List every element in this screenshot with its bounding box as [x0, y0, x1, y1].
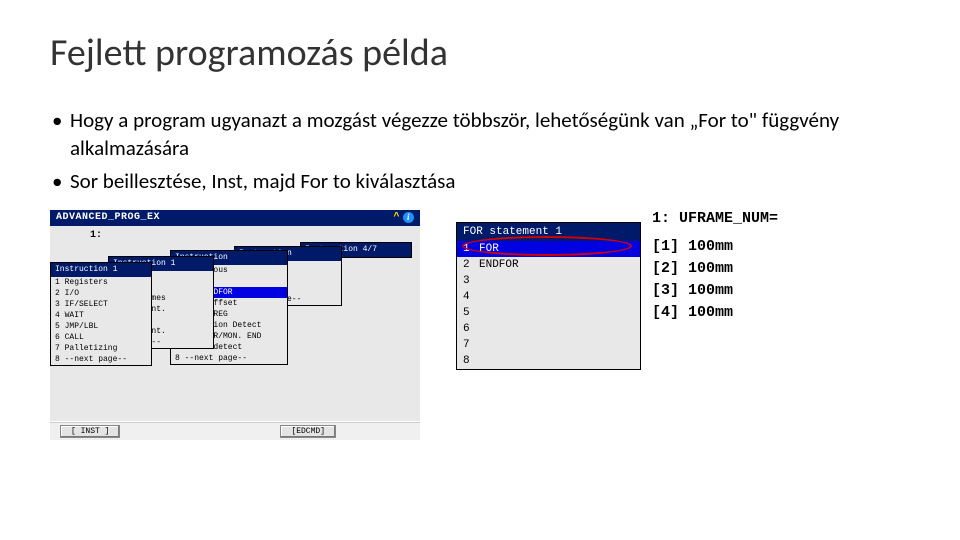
- menu-item[interactable]: 7 Palletizing: [51, 343, 151, 354]
- parameter-list: [1] 100mm [2] 100mm [3] 100mm [4] 100mm: [652, 236, 733, 324]
- edcmd-button[interactable]: [EDCMD]: [280, 425, 336, 438]
- bullet-item: Hogy a program ugyanazt a mozgást végezz…: [50, 106, 910, 163]
- for-row[interactable]: 6: [457, 321, 640, 337]
- menu-item[interactable]: 2 I/O: [51, 288, 151, 299]
- screenshot-left: ADVANCED_PROG_EX ^ i 1: Instruction 4/7: [50, 210, 420, 440]
- for-panel-header: FOR statement 1: [457, 223, 640, 241]
- for-row[interactable]: 7: [457, 337, 640, 353]
- menu-1[interactable]: Instruction 1 1 Registers 2 I/O 3 IF/SEL…: [50, 262, 152, 366]
- code-line: 1: UFRAME_NUM=: [652, 210, 778, 227]
- menu-item[interactable]: 8 --next page--: [51, 354, 151, 365]
- list-item: [3] 100mm: [652, 280, 733, 302]
- list-item: [2] 100mm: [652, 258, 733, 280]
- list-item: [1] 100mm: [652, 236, 733, 258]
- window-title: ADVANCED_PROG_EX: [56, 212, 160, 223]
- menu-header: Instruction 1: [51, 263, 151, 277]
- for-statement-panel[interactable]: FOR statement 1 1FOR 2ENDFOR 3 4 5 6 7 8: [456, 222, 641, 370]
- for-row[interactable]: 8: [457, 353, 640, 369]
- for-row-for[interactable]: 1FOR: [457, 241, 640, 257]
- menu-item[interactable]: 5 JMP/LBL: [51, 321, 151, 332]
- menu-item[interactable]: 3 IF/SELECT: [51, 299, 151, 310]
- bullet-item: Sor beillesztése, Inst, majd For to kivá…: [50, 167, 910, 195]
- inst-button[interactable]: [ INST ]: [60, 425, 120, 438]
- for-row[interactable]: 4: [457, 289, 640, 305]
- window-titlebar: ADVANCED_PROG_EX ^ i: [50, 210, 420, 226]
- list-item: [4] 100mm: [652, 302, 733, 324]
- bullet-list: Hogy a program ugyanazt a mozgást végezz…: [50, 106, 910, 195]
- info-icon: i: [403, 212, 414, 223]
- menu-item[interactable]: 4 WAIT: [51, 310, 151, 321]
- for-row[interactable]: 5: [457, 305, 640, 321]
- for-row[interactable]: 3: [457, 273, 640, 289]
- slide-title: Fejlett programozás példa: [50, 30, 910, 76]
- line-number: 1:: [90, 230, 102, 241]
- screenshot-right: 1: UFRAME_NUM= FOR statement 1 1FOR 2END…: [448, 210, 878, 430]
- left-body: 1: Instruction 4/7 Instruction king AGNO…: [50, 226, 420, 421]
- for-row-endfor[interactable]: 2ENDFOR: [457, 257, 640, 273]
- caret-icon: ^: [393, 210, 400, 226]
- bottom-toolbar: [ INST ] [EDCMD]: [50, 422, 420, 440]
- menu-item[interactable]: 6 CALL: [51, 332, 151, 343]
- menu-item[interactable]: 1 Registers: [51, 277, 151, 288]
